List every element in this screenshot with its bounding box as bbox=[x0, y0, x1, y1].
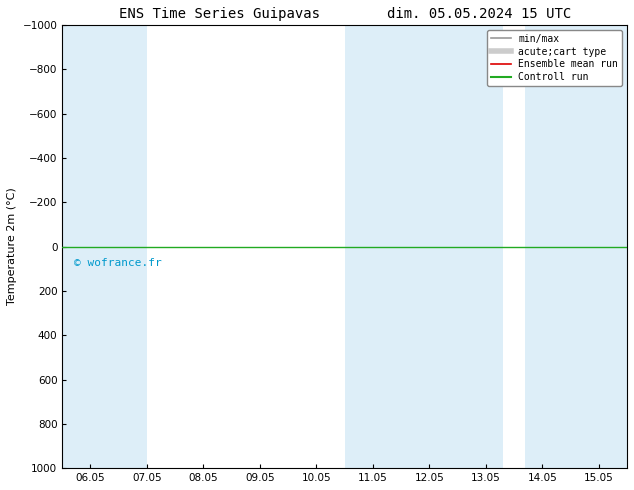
Y-axis label: Temperature 2m (°C): Temperature 2m (°C) bbox=[7, 188, 17, 305]
Bar bbox=[62, 25, 147, 468]
Bar bbox=[345, 25, 503, 468]
Bar bbox=[526, 25, 627, 468]
Legend: min/max, acute;cart type, Ensemble mean run, Controll run: min/max, acute;cart type, Ensemble mean … bbox=[488, 30, 622, 86]
Text: © wofrance.fr: © wofrance.fr bbox=[74, 258, 161, 268]
Title: ENS Time Series Guipavas        dim. 05.05.2024 15 UTC: ENS Time Series Guipavas dim. 05.05.2024… bbox=[119, 7, 571, 21]
